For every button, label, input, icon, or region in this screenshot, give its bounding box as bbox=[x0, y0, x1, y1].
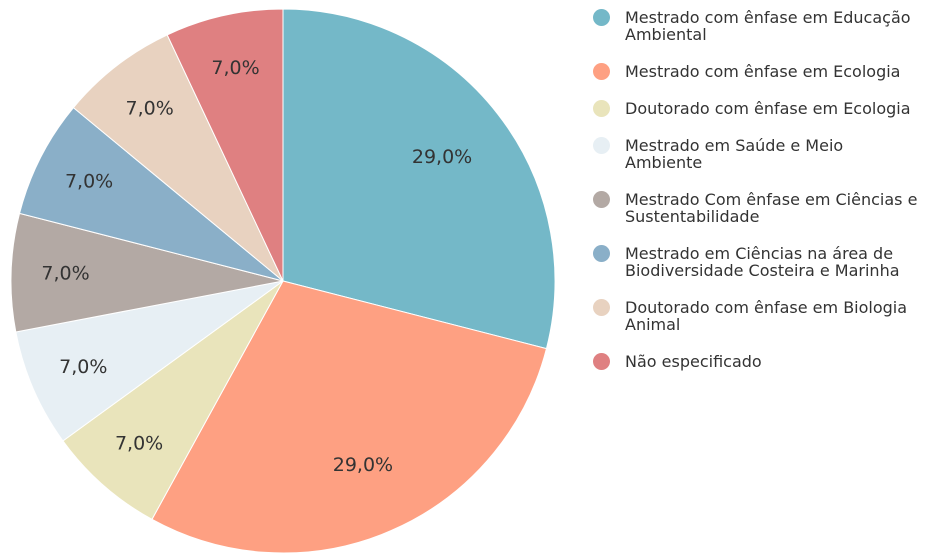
slice-label: 7,0% bbox=[125, 98, 173, 120]
legend-label: Mestrado com ênfase em Educação Ambienta… bbox=[625, 8, 911, 44]
legend-marker bbox=[593, 63, 610, 80]
pie-slice bbox=[15, 280, 284, 442]
legend: Mestrado com ênfase em Educação Ambienta… bbox=[590, 9, 922, 390]
legend-label: Não especificado bbox=[625, 352, 762, 371]
pie-slice bbox=[10, 212, 284, 333]
slice-label: 29,0% bbox=[412, 146, 472, 168]
legend-item: Mestrado em Ciências na área de Biodiver… bbox=[590, 245, 922, 279]
slice-label: 7,0% bbox=[65, 171, 113, 193]
pie-slice bbox=[62, 280, 284, 521]
legend-label: Mestrado com ênfase em Ecologia bbox=[625, 62, 901, 81]
chart: 29,0% 29,0% 7,0% 7,0% 7,0% 7,0% 7,0% 7,0% bbox=[10, 8, 556, 554]
pie-slice bbox=[282, 8, 556, 350]
legend-label: Doutorado com ênfase em Biologia Animal bbox=[625, 298, 908, 334]
pie-slice bbox=[166, 8, 284, 282]
pie-slice bbox=[18, 106, 284, 282]
legend-label: Mestrado Com ênfase em Ciências e Susten… bbox=[625, 190, 918, 226]
legend-label: Doutorado com ênfase em Ecologia bbox=[625, 99, 911, 118]
slice-label: 7,0% bbox=[115, 433, 163, 455]
legend-item: Mestrado com ênfase em Educação Ambienta… bbox=[590, 9, 922, 43]
legend-marker bbox=[593, 137, 610, 154]
legend-item: Mestrado com ênfase em Ecologia bbox=[590, 63, 922, 80]
pie-slice bbox=[151, 280, 548, 554]
legend-item: Doutorado com ênfase em Ecologia bbox=[590, 100, 922, 117]
legend-item: Não especificado bbox=[590, 353, 922, 370]
legend-item: Mestrado em Saúde e Meio Ambiente bbox=[590, 137, 922, 171]
legend-marker bbox=[593, 9, 610, 26]
legend-label: Mestrado em Saúde e Meio Ambiente bbox=[625, 136, 844, 172]
legend-marker bbox=[593, 353, 610, 370]
slice-label: 7,0% bbox=[41, 263, 89, 285]
slice-label: 7,0% bbox=[211, 57, 259, 79]
legend-label: Mestrado em Ciências na área de Biodiver… bbox=[625, 244, 900, 280]
legend-item: Doutorado com ênfase em Biologia Animal bbox=[590, 299, 922, 333]
pie-slice bbox=[72, 34, 284, 282]
legend-marker bbox=[593, 191, 610, 208]
legend-marker bbox=[593, 245, 610, 262]
slice-label: 29,0% bbox=[333, 454, 393, 476]
legend-marker bbox=[593, 100, 610, 117]
legend-marker bbox=[593, 299, 610, 316]
legend-item: Mestrado Com ênfase em Ciências e Susten… bbox=[590, 191, 922, 225]
slice-label: 7,0% bbox=[59, 356, 107, 378]
